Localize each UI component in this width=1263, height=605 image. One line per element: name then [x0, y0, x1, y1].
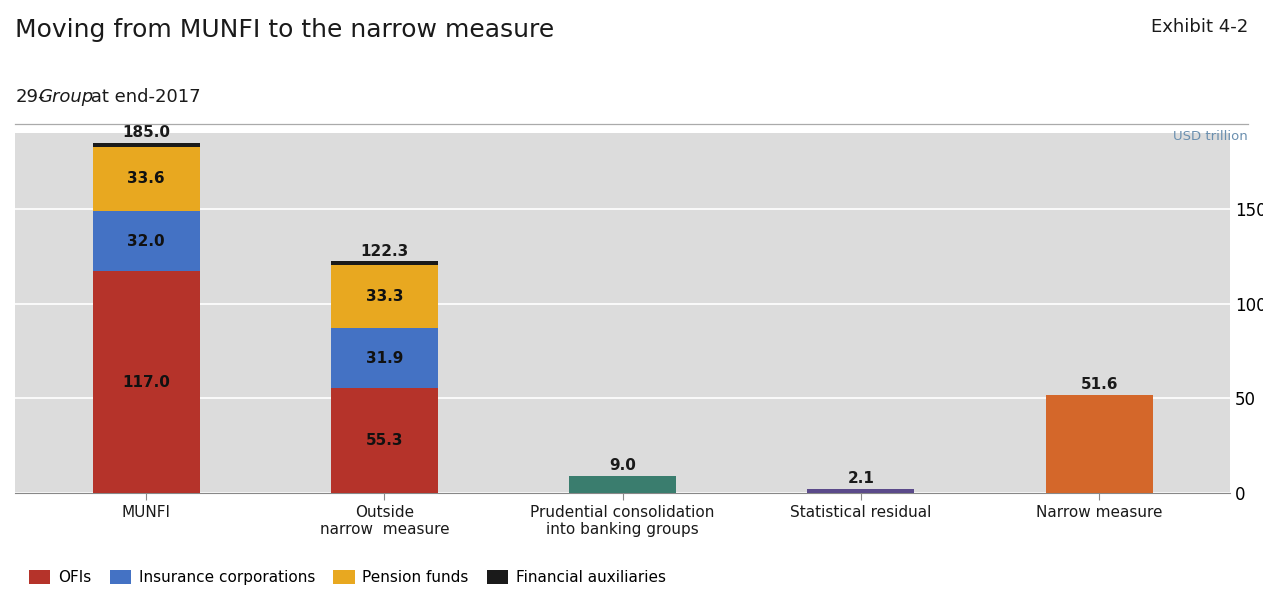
Text: 51.6: 51.6 [1080, 378, 1118, 393]
Text: 32.0: 32.0 [128, 234, 165, 249]
Text: at end-2017: at end-2017 [85, 88, 201, 106]
Text: Moving from MUNFI to the narrow measure: Moving from MUNFI to the narrow measure [15, 18, 554, 42]
Text: USD trillion: USD trillion [1173, 130, 1248, 143]
Text: 185.0: 185.0 [123, 125, 171, 140]
Bar [331, 388, 438, 493]
Text: Group: Group [38, 88, 93, 106]
Text: 55.3: 55.3 [366, 433, 403, 448]
Bar [1046, 395, 1153, 493]
Bar [570, 476, 676, 493]
Text: 122.3: 122.3 [360, 244, 408, 258]
Legend: OFIs, Insurance corporations, Pension funds, Financial auxiliaries: OFIs, Insurance corporations, Pension fu… [23, 564, 672, 591]
Bar [92, 211, 200, 272]
Bar [331, 261, 438, 265]
Bar [331, 328, 438, 388]
Bar [92, 143, 200, 147]
Bar [331, 265, 438, 328]
Bar [92, 272, 200, 493]
Bar [807, 489, 914, 493]
Text: 33.3: 33.3 [366, 289, 403, 304]
Text: 29-: 29- [15, 88, 44, 106]
Bar [92, 147, 200, 211]
Text: 31.9: 31.9 [366, 350, 403, 365]
Text: 33.6: 33.6 [128, 171, 165, 186]
Text: 9.0: 9.0 [609, 458, 637, 473]
Text: 117.0: 117.0 [123, 374, 171, 390]
Text: 2.1: 2.1 [847, 471, 874, 486]
Text: Exhibit 4-2: Exhibit 4-2 [1151, 18, 1248, 36]
